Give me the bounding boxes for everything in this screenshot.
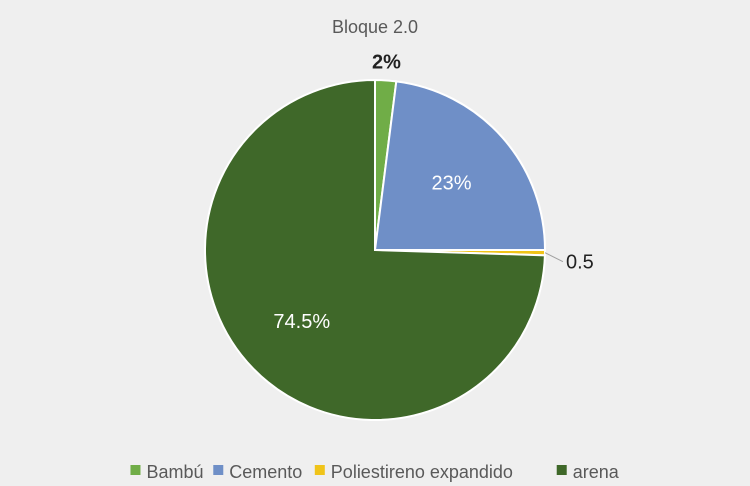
legend-label-poliestireno-expandido: Poliestireno expandido: [331, 462, 513, 482]
chart-legend: Bambú Cemento Poliestireno expandido arena: [130, 462, 620, 482]
legend-swatch-arena: [556, 465, 567, 475]
legend-label-cemento: Cemento: [229, 462, 302, 482]
pie-labels: 2% 23% 0.5 74.5%: [273, 51, 593, 333]
legend-swatch-poliestireno-expandido: [314, 465, 325, 475]
legend-label-bambu: Bambú: [146, 462, 203, 482]
data-label-cemento: 23%: [431, 173, 471, 195]
chart-title: Bloque 2.0: [332, 17, 418, 37]
legend-swatch-cemento: [213, 465, 224, 475]
leader-line-poliestireno-expandido: [544, 252, 564, 263]
data-label-poliestireno-expandido: 0.5: [566, 252, 594, 274]
legend-swatch-bambu: [130, 465, 141, 475]
pie-slice-arena: [204, 78, 546, 421]
pie-slices: [204, 78, 547, 421]
data-label-arena: 74.5%: [273, 311, 330, 333]
legend-label-arena: arena: [573, 462, 620, 482]
data-label-bambu: 2%: [372, 51, 401, 73]
pie-slice-cemento: [373, 80, 547, 251]
